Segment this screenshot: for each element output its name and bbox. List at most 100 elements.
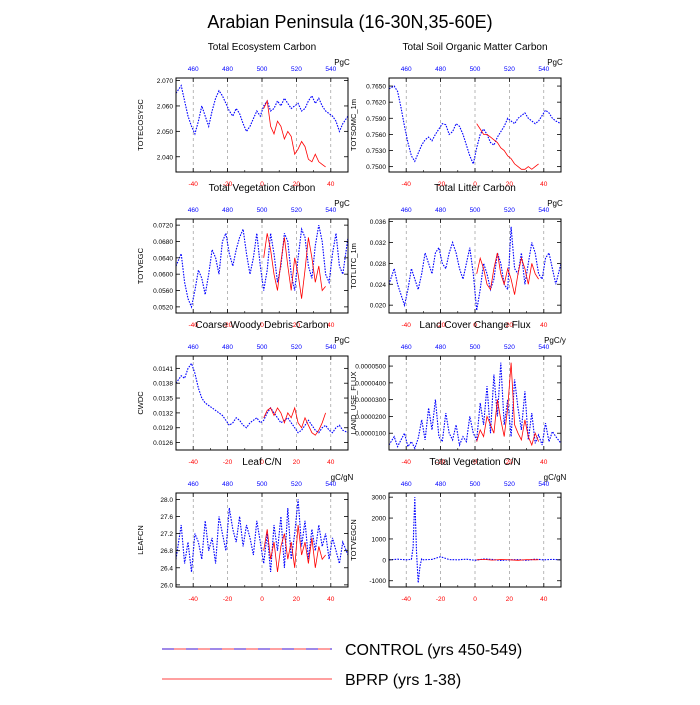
x-tick-label: 40 (327, 181, 335, 188)
y-tick-label: 0.0560 (153, 288, 173, 295)
x-tick-label: 20 (293, 181, 301, 188)
series-control-line (175, 499, 349, 573)
y-tick-label: 0.028 (370, 261, 387, 268)
top-x-tick-label: 520 (504, 207, 515, 214)
x-tick-label: 40 (540, 459, 548, 466)
y-tick-label: 0.036 (370, 219, 387, 226)
x-tick-label: -40 (401, 322, 411, 329)
top-x-tick-label: 480 (222, 344, 233, 351)
units-label: PgC (334, 199, 350, 208)
top-x-tick-label: 460 (401, 344, 412, 351)
x-tick-label: 40 (540, 181, 548, 188)
x-tick-label: -20 (436, 322, 446, 329)
y-tick-label: 0.0640 (153, 255, 173, 262)
top-x-tick-label: 500 (470, 207, 481, 214)
top-x-tick-label: 520 (504, 344, 515, 351)
x-tick-label: -20 (223, 459, 233, 466)
y-tick-label: 0.032 (370, 240, 387, 247)
top-x-tick-label: 540 (325, 66, 336, 73)
y-tick-label: 26.0 (160, 582, 173, 589)
chart-title: Total Vegetation C/N (429, 457, 520, 468)
top-x-tick-label: 540 (325, 207, 336, 214)
x-tick-label: 0 (473, 181, 477, 188)
y-tick-label: 0.0520 (153, 304, 173, 311)
top-x-tick-label: 500 (257, 344, 268, 351)
top-x-tick-label: 460 (188, 207, 199, 214)
x-tick-label: -20 (223, 596, 233, 603)
y-tick-label: 2000 (372, 516, 387, 523)
series-bprp-line (263, 99, 326, 168)
y-tick-label: 0.7620 (366, 100, 386, 107)
top-x-tick-label: 540 (538, 344, 549, 351)
series-bprp-line (476, 123, 539, 170)
x-tick-label: 40 (327, 596, 335, 603)
y-tick-label: 2.040 (157, 154, 174, 161)
chart-title: Land Cover Change Flux (419, 320, 530, 331)
legend-label-bprp: BPRP (yrs 1-38) (345, 672, 461, 689)
series-bprp-line (476, 252, 539, 295)
top-x-tick-label: 480 (222, 207, 233, 214)
units-label: gC/gN (544, 473, 567, 482)
top-x-tick-label: 540 (325, 344, 336, 351)
y-tick-label: 0.7560 (366, 132, 386, 139)
chart-panel-8: Total Vegetation C/NgC/gN-10000100020003… (349, 457, 567, 603)
x-tick-label: 0 (473, 596, 477, 603)
x-tick-label: 0 (260, 322, 264, 329)
top-x-tick-label: 480 (222, 66, 233, 73)
x-tick-label: -40 (188, 181, 198, 188)
x-tick-label: -40 (401, 459, 411, 466)
y-tick-label: 2.050 (157, 129, 174, 136)
x-tick-label: 0 (260, 181, 264, 188)
chart-title: Total Litter Carbon (434, 183, 516, 194)
x-tick-label: 20 (506, 181, 514, 188)
series-control-line (388, 362, 562, 450)
y-tick-label: 26.8 (160, 548, 173, 555)
x-tick-label: 20 (506, 459, 514, 466)
y-tick-label: 0.0138 (153, 381, 173, 388)
top-x-tick-label: 460 (401, 481, 412, 488)
y-tick-label: 2.060 (157, 103, 174, 110)
top-x-tick-label: 500 (470, 481, 481, 488)
y-tick-label: 0.7530 (366, 148, 386, 155)
y-tick-label: 0.0129 (153, 425, 173, 432)
y-tick-label: 0.024 (370, 282, 387, 289)
y-tick-label: 0.0000300 (355, 397, 386, 404)
top-x-tick-label: 480 (435, 66, 446, 73)
y-tick-label: 0.7500 (366, 164, 386, 171)
chart-title: Leaf C/N (242, 457, 281, 468)
top-x-tick-label: 500 (470, 66, 481, 73)
units-label: PgC (334, 336, 350, 345)
series-control-line (175, 84, 349, 136)
y-axis-label: LEAFCN (136, 525, 145, 555)
y-axis-label: TOTVEGC (136, 247, 145, 284)
x-tick-label: 20 (293, 322, 301, 329)
x-tick-label: -20 (436, 181, 446, 188)
y-tick-label: 0.0600 (153, 272, 173, 279)
y-axis-label: TOTECOSYSC (136, 99, 145, 151)
series-bprp-line (476, 362, 539, 447)
y-axis-label: TOTLITC_1m (349, 243, 358, 289)
y-tick-label: 0.7650 (366, 84, 386, 91)
x-tick-label: -20 (223, 181, 233, 188)
top-x-tick-label: 540 (538, 66, 549, 73)
y-tick-label: 26.4 (160, 565, 173, 572)
y-axis-label: LAND_USE_FLUX (349, 372, 358, 435)
top-x-tick-label: 500 (257, 66, 268, 73)
y-tick-label: 1000 (372, 536, 387, 543)
x-tick-label: 40 (540, 596, 548, 603)
series-control-line (388, 497, 562, 583)
y-tick-label: 0.0126 (153, 440, 173, 447)
x-tick-label: -40 (188, 596, 198, 603)
y-tick-label: 3000 (372, 495, 387, 502)
y-tick-label: 0.0132 (153, 410, 173, 417)
top-x-tick-label: 460 (188, 481, 199, 488)
x-tick-label: 20 (506, 322, 514, 329)
top-x-tick-label: 480 (435, 344, 446, 351)
x-tick-label: 0 (260, 459, 264, 466)
x-tick-label: -40 (188, 459, 198, 466)
chart-panel-1: Total Ecosystem Carbon PgC 2.040 2.050 2.060… (136, 42, 350, 188)
top-x-tick-label: 500 (257, 207, 268, 214)
